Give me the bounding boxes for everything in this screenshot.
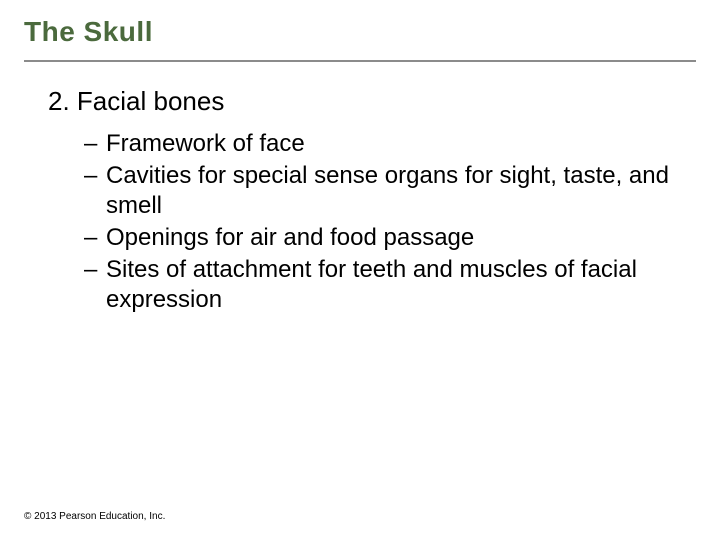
item-heading: 2. Facial bones (48, 86, 672, 117)
list-item: Openings for air and food passage (84, 223, 672, 253)
slide-title: The Skull (24, 16, 720, 48)
list-item: Cavities for special sense organs for si… (84, 161, 672, 221)
slide: The Skull 2. Facial bones Framework of f… (0, 0, 720, 540)
list-item: Sites of attachment for teeth and muscle… (84, 255, 672, 315)
copyright-footer: © 2013 Pearson Education, Inc. (24, 511, 165, 522)
content-area: 2. Facial bones Framework of face Caviti… (0, 62, 720, 315)
bullet-list: Framework of face Cavities for special s… (48, 129, 672, 315)
title-area: The Skull (0, 0, 720, 56)
list-item: Framework of face (84, 129, 672, 159)
